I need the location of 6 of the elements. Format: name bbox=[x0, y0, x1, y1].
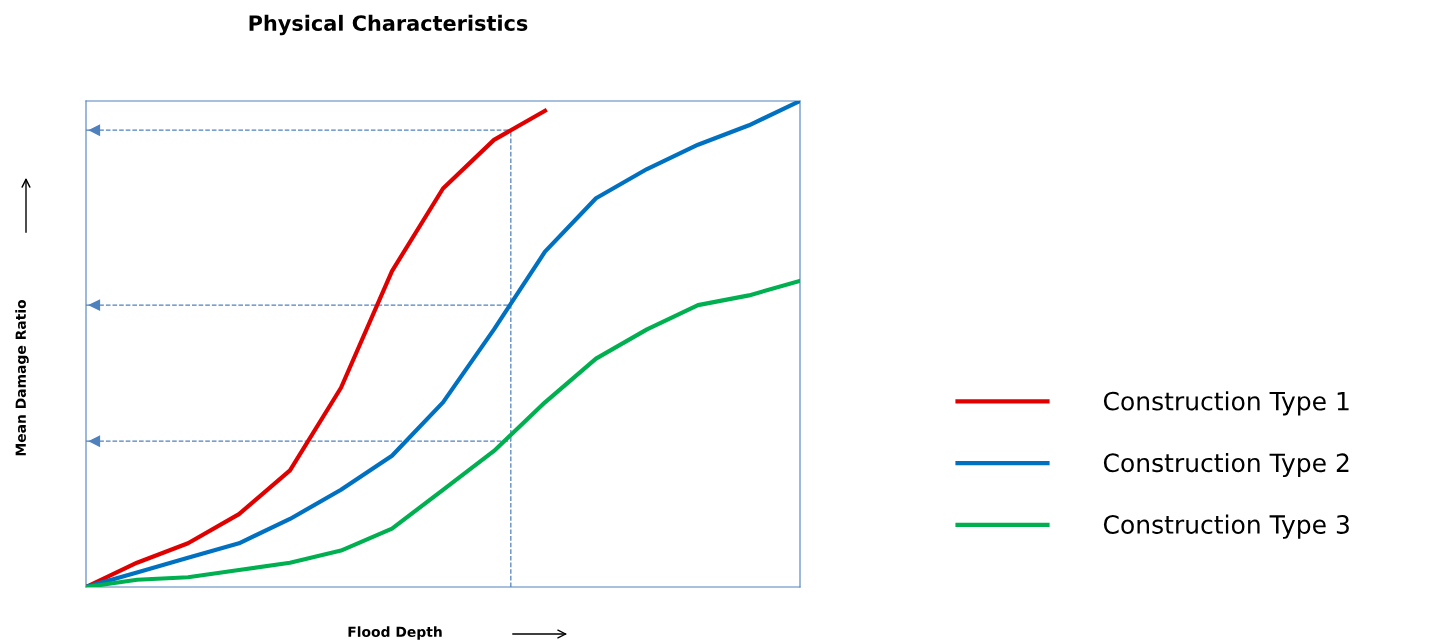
chart-title: Physical Characteristics bbox=[249, 14, 528, 36]
legend-label: Construction Type 2 bbox=[1103, 452, 1349, 478]
legend-label: Construction Type 3 bbox=[1103, 514, 1349, 539]
x-axis-title: Flood Depth bbox=[348, 626, 442, 640]
y-axis-title: Mean Damage Ratio bbox=[15, 299, 29, 456]
legend-label: Construction Type 1 bbox=[1103, 391, 1349, 416]
